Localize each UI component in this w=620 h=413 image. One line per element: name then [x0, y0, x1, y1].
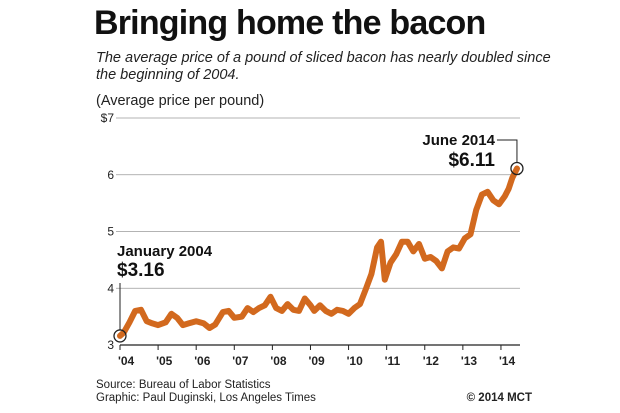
x-tick-label: '11 [385, 354, 401, 368]
x-tick-label: '10 [347, 354, 364, 368]
annotation-markers [113, 161, 524, 343]
grid-lines [116, 117, 520, 289]
annotation-labels: January 2004$3.16 June 2014$6.11 [117, 132, 496, 281]
annotation-start-value: $3.16 [117, 260, 165, 281]
annotation-leaders [119, 139, 518, 330]
x-tick-label: '08 [270, 354, 287, 368]
x-tick-label: '13 [461, 354, 478, 368]
annotation-end-value: $6.11 [448, 150, 495, 171]
footer-notes: Source: Bureau of Labor Statistics Graph… [96, 379, 316, 405]
x-tick-label: '07 [232, 354, 249, 368]
x-tick-label: '06 [194, 354, 211, 368]
annotation-end-label: June 2014 [422, 132, 495, 149]
y-tick-label: 5 [107, 225, 114, 239]
y-tick-label: 4 [107, 281, 114, 295]
y-axis-ticks: $7 6 5 4 3 [101, 111, 115, 352]
x-tick-label: '12 [423, 354, 440, 368]
x-tick-label: '04 [118, 354, 135, 368]
annotation-leader-end [496, 139, 518, 163]
x-tick-label: '14 [499, 354, 516, 368]
price-line [117, 165, 520, 339]
y-tick-label: 3 [107, 338, 114, 352]
annotation-start-label: January 2004 [117, 243, 213, 260]
chart-title: Bringing home the bacon [94, 4, 486, 42]
annotation-marker-end [510, 161, 524, 176]
copyright-credit: © 2014 MCT [466, 392, 532, 404]
graphic-credit: Graphic: Paul Duginski, Los Angeles Time… [96, 392, 316, 404]
y-axis-unit-label: (Average price per pound) [96, 93, 265, 109]
chart-subtitle: The average price of a pound of sliced b… [96, 50, 551, 83]
source-note: Source: Bureau of Labor Statistics [96, 379, 271, 391]
x-tick-label: '09 [308, 354, 325, 368]
x-axis: '04 '05 '06 '07 '08 '09 '10 '11 '12 '13 '14 [118, 344, 520, 368]
x-tick-label: '05 [156, 354, 173, 368]
y-tick-label: 6 [107, 168, 114, 182]
y-tick-label: $7 [101, 111, 115, 125]
annotation-marker-start [113, 329, 127, 343]
